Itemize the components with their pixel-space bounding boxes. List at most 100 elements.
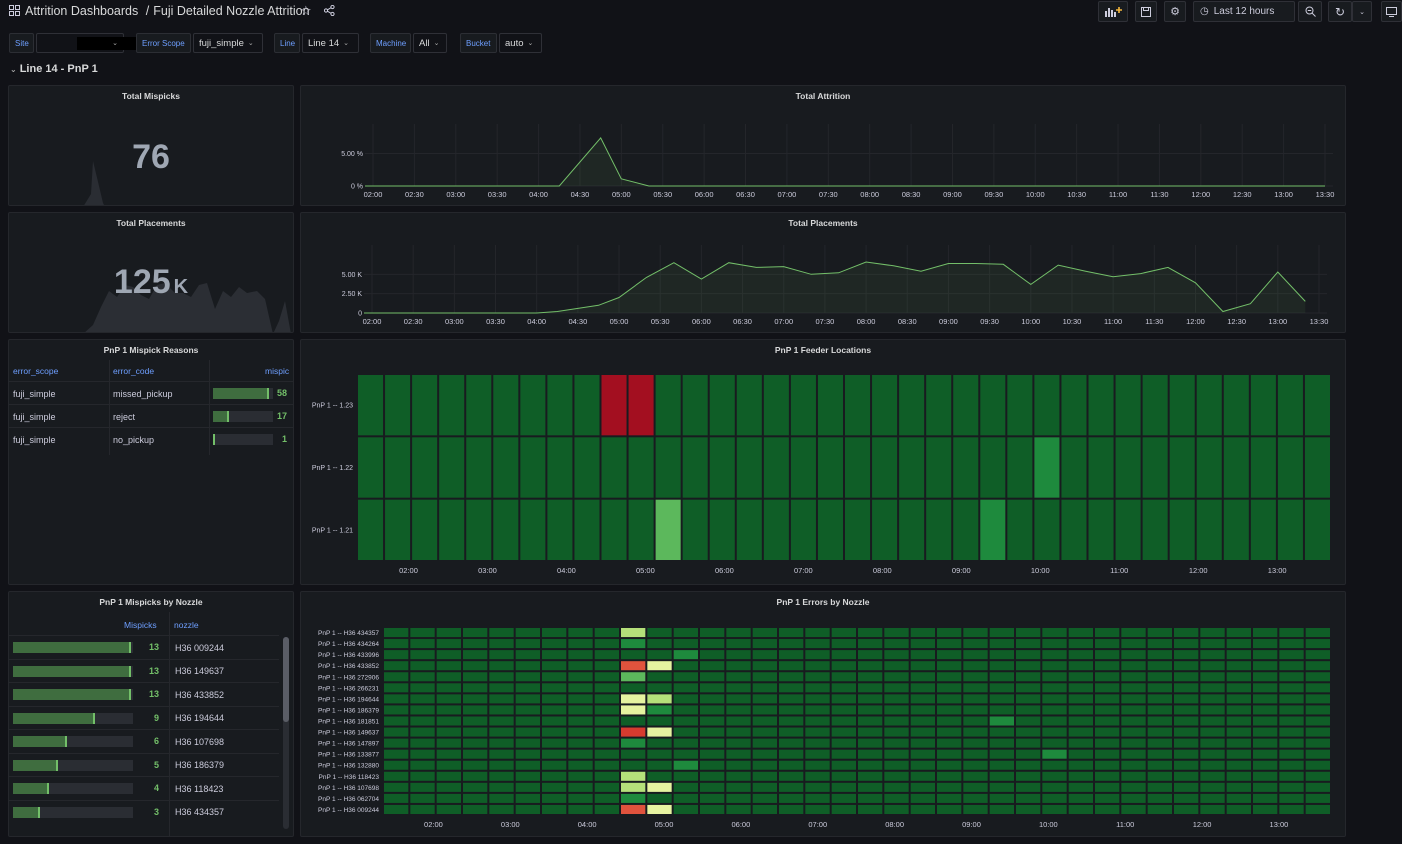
heatmap-cell[interactable] [1068, 771, 1093, 781]
heatmap-cell[interactable] [1068, 650, 1093, 660]
heatmap-cell[interactable] [1226, 705, 1251, 715]
heatmap-cell[interactable] [1042, 650, 1067, 660]
heatmap-cell[interactable] [1042, 793, 1067, 803]
heatmap-cell[interactable] [436, 760, 461, 770]
heatmap-cell[interactable] [1253, 716, 1278, 726]
heatmap-cell[interactable] [1226, 694, 1251, 704]
heatmap-cell[interactable] [726, 672, 751, 682]
heatmap-cell[interactable] [858, 804, 883, 814]
heatmap-cell[interactable] [1147, 771, 1172, 781]
heatmap-cell[interactable] [1115, 437, 1141, 498]
heatmap-cell[interactable] [1226, 760, 1251, 770]
heatmap-cell[interactable] [910, 628, 935, 638]
heatmap-cell[interactable] [700, 738, 725, 748]
heatmap-cell[interactable] [779, 793, 804, 803]
heatmap-cell[interactable] [726, 683, 751, 693]
heatmap-cell[interactable] [410, 749, 435, 759]
heatmap-cell[interactable] [1223, 375, 1249, 436]
heatmap-cell[interactable] [1279, 738, 1304, 748]
heatmap-cell[interactable] [910, 760, 935, 770]
panel-title[interactable]: Total Placements [116, 218, 186, 228]
heatmap-cell[interactable] [1174, 650, 1199, 660]
heatmap-cell[interactable] [515, 771, 540, 781]
heatmap-cell[interactable] [989, 661, 1014, 671]
heatmap-cell[interactable] [1277, 499, 1303, 560]
heatmap-cell[interactable] [601, 375, 627, 436]
heatmap-cell[interactable] [621, 628, 646, 638]
heatmap-cell[interactable] [1121, 639, 1146, 649]
table-row[interactable]: 6 H36 107698 [9, 729, 279, 752]
heatmap-cell[interactable] [463, 683, 488, 693]
heatmap-cell[interactable] [910, 804, 935, 814]
heatmap-cell[interactable] [726, 782, 751, 792]
bucket-select[interactable]: auto ⌄ [499, 33, 542, 53]
heatmap-cell[interactable] [1305, 760, 1330, 770]
heatmap-cell[interactable] [489, 628, 514, 638]
heatmap-cell[interactable] [621, 694, 646, 704]
heatmap-cell[interactable] [489, 793, 514, 803]
heatmap-cell[interactable] [937, 749, 962, 759]
heatmap-cell[interactable] [568, 650, 593, 660]
heatmap-cell[interactable] [779, 782, 804, 792]
heatmap-cell[interactable] [899, 499, 925, 560]
heatmap-cell[interactable] [647, 639, 672, 649]
heatmap-cell[interactable] [1304, 375, 1330, 436]
heatmap-cell[interactable] [937, 628, 962, 638]
heatmap-cell[interactable] [953, 375, 979, 436]
heatmap-cell[interactable] [1174, 793, 1199, 803]
heatmap-cell[interactable] [436, 738, 461, 748]
heatmap-cell[interactable] [926, 375, 952, 436]
heatmap-cell[interactable] [1250, 375, 1276, 436]
heatmap-cell[interactable] [752, 749, 777, 759]
heatmap-cell[interactable] [1042, 639, 1067, 649]
dashboards-grid-icon[interactable] [9, 5, 20, 16]
heatmap-cell[interactable] [805, 683, 830, 693]
heatmap-cell[interactable] [1279, 705, 1304, 715]
heatmap-cell[interactable] [520, 375, 546, 436]
heatmap-cell[interactable] [1016, 716, 1041, 726]
heatmap-cell[interactable] [910, 793, 935, 803]
heatmap-cell[interactable] [1174, 727, 1199, 737]
table-row[interactable]: 3 H36 434357 [9, 799, 279, 823]
heatmap-cell[interactable] [1253, 804, 1278, 814]
heatmap-cell[interactable] [384, 804, 409, 814]
heatmap-cell[interactable] [1147, 804, 1172, 814]
heatmap-cell[interactable] [463, 760, 488, 770]
heatmap-cell[interactable] [412, 437, 438, 498]
heatmap-cell[interactable] [547, 375, 573, 436]
heatmap-cell[interactable] [466, 375, 492, 436]
heatmap-cell[interactable] [858, 672, 883, 682]
heatmap-cell[interactable] [726, 639, 751, 649]
heatmap-cell[interactable] [410, 694, 435, 704]
heatmap-cell[interactable] [384, 782, 409, 792]
heatmap-cell[interactable] [831, 639, 856, 649]
heatmap-cell[interactable] [1279, 650, 1304, 660]
heatmap-cell[interactable] [779, 639, 804, 649]
table-row[interactable]: 9 H36 194644 [9, 705, 279, 729]
heatmap-cell[interactable] [910, 749, 935, 759]
heatmap-cell[interactable] [989, 639, 1014, 649]
heatmap-cell[interactable] [1279, 749, 1304, 759]
heatmap-cell[interactable] [384, 661, 409, 671]
heatmap-cell[interactable] [542, 672, 567, 682]
panel-title[interactable]: Total Mispicks [122, 91, 180, 101]
heatmap-cell[interactable] [926, 499, 952, 560]
table-row[interactable]: fuji_simple no_pickup 1 [9, 427, 293, 450]
heatmap-cell[interactable] [1121, 749, 1146, 759]
heatmap-cell[interactable] [779, 683, 804, 693]
heatmap-cell[interactable] [1095, 771, 1120, 781]
heatmap-cell[interactable] [700, 672, 725, 682]
heatmap-cell[interactable] [439, 499, 465, 560]
heatmap-cell[interactable] [805, 694, 830, 704]
heatmap-cell[interactable] [1088, 375, 1114, 436]
heatmap-cell[interactable] [385, 499, 411, 560]
heatmap-cell[interactable] [542, 716, 567, 726]
heatmap-cell[interactable] [1068, 661, 1093, 671]
heatmap-cell[interactable] [1174, 804, 1199, 814]
heatmap-cell[interactable] [1200, 804, 1225, 814]
heatmap-cell[interactable] [1147, 738, 1172, 748]
heatmap-cell[interactable] [1174, 716, 1199, 726]
panel-title[interactable]: PnP 1 Feeder Locations [774, 345, 872, 355]
heatmap-cell[interactable] [1279, 628, 1304, 638]
heatmap-cell[interactable] [736, 499, 762, 560]
